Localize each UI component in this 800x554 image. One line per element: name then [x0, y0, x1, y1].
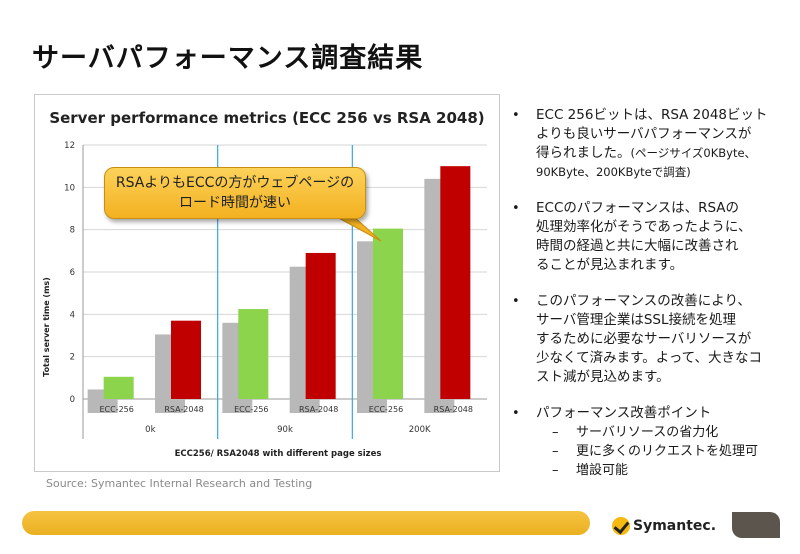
- bar: [238, 309, 269, 399]
- x-tick-label: ECC-256: [234, 405, 268, 414]
- bullet-dot-icon: •: [512, 108, 520, 123]
- callout-line-1: RSAよりもECCの方がウェブページの: [115, 175, 355, 191]
- bullet-line: 得られました。(ページサイズ0KByte、: [536, 144, 798, 163]
- checkmark-logo-icon: [612, 517, 630, 535]
- bullet-line: パフォーマンス改善ポイント: [536, 405, 712, 421]
- bar: [103, 376, 134, 399]
- sub-list-item: – 増設可能: [536, 461, 798, 480]
- y-tick-label: 8: [70, 226, 75, 236]
- group-label: 0k: [145, 425, 155, 435]
- y-tick-label: 12: [64, 141, 75, 151]
- bar: [171, 320, 201, 399]
- y-tick-label: 6: [70, 268, 75, 278]
- bullet-note: 90KByte、200KByteで調査): [536, 165, 691, 179]
- bullet-dot-icon: •: [512, 406, 520, 421]
- bullet-dot-icon: •: [512, 201, 520, 216]
- dash-icon: –: [552, 444, 559, 459]
- bullet-line: サーバ管理企業はSSL接続を処理: [536, 312, 737, 328]
- sub-list-item: – 更に多くのリクエストを処理可: [536, 442, 798, 461]
- bullet-item: • ECCのパフォーマンスは、RSAの 処理効率化がそうであったように、 時間の…: [508, 199, 798, 275]
- bar: [305, 252, 336, 399]
- y-axis-label: Total server time (ms): [42, 277, 51, 377]
- y-tick-label: 0: [70, 395, 75, 405]
- group-label: 90k: [277, 425, 293, 435]
- bullet-item: • このパフォーマンスの改善により、 サーバ管理企業はSSL接続を処理 するため…: [508, 292, 798, 387]
- source-note: Source: Symantec Internal Research and T…: [46, 477, 313, 490]
- y-tick-label: 2: [70, 353, 75, 363]
- bullet-line: ることが見込まれます。: [536, 257, 684, 273]
- bullet-line: 少なくて済みます。よって、大きなコ: [536, 350, 762, 366]
- bullet-text: 得られました。: [536, 145, 631, 161]
- bullet-dot-icon: •: [512, 294, 520, 309]
- bullet-line: スト減が見込めます。: [536, 369, 670, 385]
- dash-icon: –: [552, 425, 559, 440]
- symantec-logo: Symantec.: [612, 514, 716, 538]
- x-tick-label: ECC-256: [99, 405, 133, 414]
- sub-item-text: サーバリソースの省力化: [576, 425, 719, 440]
- bullet-line: ECCのパフォーマンスは、RSAの: [536, 200, 740, 216]
- x-axis-label: ECC256/ RSA2048 with different page size…: [175, 449, 382, 459]
- slide-title: サーバパフォーマンス調査結果: [32, 43, 424, 74]
- bullet-line: よりも良いサーバパフォーマンスが: [536, 126, 752, 142]
- sub-list: – サーバリソースの省力化 – 更に多くのリクエストを処理可 – 増設可能: [536, 423, 798, 480]
- x-tick-label: RSA-2048: [434, 405, 473, 414]
- x-tick-label: RSA-2048: [299, 405, 338, 414]
- callout-box: RSAよりもECCの方がウェブページの ロード時間が速い: [104, 167, 366, 219]
- logo-text: Symantec.: [633, 518, 717, 534]
- bullet-list: • ECC 256ビットは、RSA 2048ビット よりも良いサーバパフォーマン…: [508, 106, 798, 497]
- bar-chart: Server performance metrics (ECC 256 vs R…: [42, 109, 487, 459]
- y-tick-label: 10: [64, 183, 75, 193]
- bullet-note: (ページサイズ0KByte、: [630, 146, 757, 160]
- bullet-line: このパフォーマンスの改善により、: [536, 293, 751, 309]
- bullet-line: ECC 256ビットは、RSA 2048ビット: [536, 107, 768, 123]
- bullet-item: • パフォーマンス改善ポイント – サーバリソースの省力化 – 更に多くのリクエスト…: [508, 404, 798, 480]
- bullet-line: 時間の経過と共に大幅に改善され: [536, 238, 739, 254]
- bar: [373, 228, 403, 399]
- bullet-line: 処理効率化がそうであったように、: [536, 219, 752, 235]
- callout-pointer: [334, 215, 382, 242]
- sub-list-item: – サーバリソースの省力化: [536, 423, 798, 442]
- bullet-line: するために必要なサーバリソースが: [536, 331, 752, 347]
- x-tick-label: RSA-2048: [164, 405, 203, 414]
- x-tick-label: ECC-256: [369, 405, 403, 414]
- corner-decoration: [732, 512, 780, 538]
- bullet-item: • ECC 256ビットは、RSA 2048ビット よりも良いサーバパフォーマン…: [508, 106, 798, 182]
- y-tick-label: 4: [70, 310, 75, 320]
- sub-item-text: 更に多くのリクエストを処理可: [576, 444, 759, 459]
- sub-item-text: 増設可能: [576, 463, 629, 478]
- bar: [440, 166, 471, 399]
- group-label: 200K: [409, 425, 431, 435]
- footer-bar: [22, 511, 590, 535]
- chart-panel: Server performance metrics (ECC 256 vs R…: [34, 94, 500, 472]
- callout-line-2: ロード時間が速い: [179, 195, 291, 211]
- dash-icon: –: [552, 463, 559, 478]
- chart-title: Server performance metrics (ECC 256 vs R…: [49, 109, 484, 127]
